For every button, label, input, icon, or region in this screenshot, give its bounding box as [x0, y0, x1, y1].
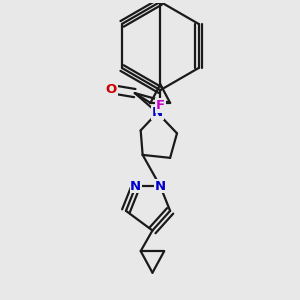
Text: N: N: [155, 180, 166, 193]
Text: O: O: [106, 82, 117, 96]
Text: F: F: [156, 99, 165, 112]
Text: N: N: [130, 180, 141, 193]
Text: N: N: [152, 106, 163, 119]
